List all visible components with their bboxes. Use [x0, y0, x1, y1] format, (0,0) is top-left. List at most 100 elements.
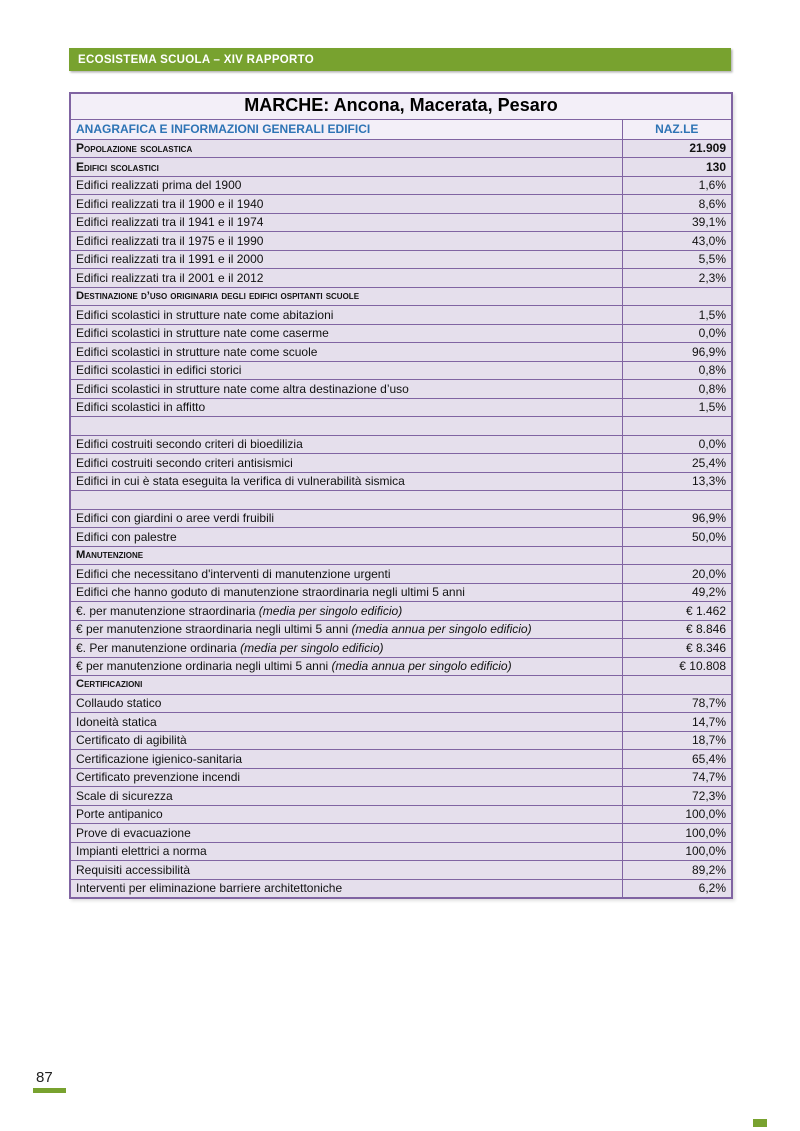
- row-value: 89,2%: [621, 860, 733, 880]
- report-header-bar: ECOSISTEMA SCUOLA – XIV RAPPORTO: [69, 48, 731, 71]
- row-value: 78,7%: [621, 693, 733, 713]
- table-row: Edifici realizzati tra il 1941 e il 1974…: [69, 212, 733, 232]
- table-row: € per manutenzione ordinaria negli ultim…: [69, 656, 733, 676]
- row-value: 50,0%: [621, 527, 733, 547]
- table-row: Certificazione igienico-sanitaria 65,4%: [69, 749, 733, 769]
- row-label: Edifici con giardini o aree verdi fruibi…: [69, 508, 623, 528]
- table-row: Requisiti accessibilità 89,2%: [69, 860, 733, 880]
- table-row: €. per manutenzione straordinaria (media…: [69, 601, 733, 621]
- row-value: 18,7%: [621, 730, 733, 750]
- row-label: Edifici realizzati prima del 1900: [69, 175, 623, 195]
- row-label: Impianti elettrici a norma: [69, 841, 623, 861]
- row-value: 96,9%: [621, 342, 733, 362]
- row-label: Certificazioni: [69, 675, 623, 695]
- row-value: 2,3%: [621, 268, 733, 288]
- table-row: Edifici costruiti secondo criteri antisi…: [69, 453, 733, 473]
- row-label: Edifici costruiti secondo criteri antisi…: [69, 453, 623, 473]
- row-label: Edifici scolastici in strutture nate com…: [69, 342, 623, 362]
- table-row: Scale di sicurezza 72,3%: [69, 786, 733, 806]
- row-label: Edifici realizzati tra il 1941 e il 1974: [69, 212, 623, 232]
- row-label: Certificato prevenzione incendi: [69, 767, 623, 787]
- table-row: Edifici costruiti secondo criteri di bio…: [69, 434, 733, 454]
- row-label: Edifici scolastici in strutture nate com…: [69, 305, 623, 325]
- row-label-italic-note: (media annua per singolo edificio): [351, 622, 532, 637]
- table-row: Edifici scolastici in strutture nate com…: [69, 342, 733, 362]
- row-value: [621, 416, 733, 436]
- table-row: € per manutenzione straordinaria negli u…: [69, 619, 733, 639]
- row-value: 0,0%: [621, 323, 733, 343]
- row-value: 100,0%: [621, 823, 733, 843]
- row-label: Edifici scolastici in strutture nate com…: [69, 379, 623, 399]
- table-row: Manutenzione: [69, 545, 733, 565]
- table-row: Edifici realizzati prima del 1900 1,6%: [69, 175, 733, 195]
- table-row: Certificato di agibilità 18,7%: [69, 730, 733, 750]
- row-value: 1,5%: [621, 397, 733, 417]
- row-label: Collaudo statico: [69, 693, 623, 713]
- table-row: Edifici realizzati tra il 1991 e il 2000…: [69, 249, 733, 269]
- table-row: [69, 416, 733, 436]
- table-row: Porte antipanico 100,0%: [69, 804, 733, 824]
- row-label: Certificato di agibilità: [69, 730, 623, 750]
- table-header-row: ANAGRAFICA E INFORMAZIONI GENERALI EDIFI…: [69, 118, 733, 140]
- table-row: Edifici scolastici 130: [69, 157, 733, 177]
- row-label: Popolazione scolastica: [69, 138, 623, 158]
- row-value: 6,2%: [621, 878, 733, 898]
- row-label: Edifici realizzati tra il 1900 e il 1940: [69, 194, 623, 214]
- row-label: Edifici scolastici in affitto: [69, 397, 623, 417]
- row-label: Certificazione igienico-sanitaria: [69, 749, 623, 769]
- row-value: 8,6%: [621, 194, 733, 214]
- table-row: Edifici realizzati tra il 1975 e il 1990…: [69, 231, 733, 251]
- row-value: 49,2%: [621, 582, 733, 602]
- row-label: € per manutenzione straordinaria negli u…: [69, 619, 623, 639]
- row-label: Destinazione d’uso originaria degli edif…: [69, 286, 623, 306]
- table-row: Edifici in cui è stata eseguita la verif…: [69, 471, 733, 491]
- row-value: 100,0%: [621, 804, 733, 824]
- row-value: € 8.346: [621, 638, 733, 658]
- row-value: [621, 286, 733, 306]
- table-title: MARCHE: Ancona, Macerata, Pesaro: [69, 92, 733, 120]
- row-label: Idoneità statica: [69, 712, 623, 732]
- table-body: Popolazione scolastica 21.909 Edifici scol…: [69, 138, 733, 898]
- table-row: Edifici scolastici in edifici storici 0,8…: [69, 360, 733, 380]
- row-value: 0,0%: [621, 434, 733, 454]
- row-label: €. Per manutenzione ordinaria (media per…: [69, 638, 623, 658]
- table-row: [69, 490, 733, 510]
- row-label: Interventi per eliminazione barriere arc…: [69, 878, 623, 898]
- row-value: 20,0%: [621, 564, 733, 584]
- row-label: Edifici in cui è stata eseguita la verif…: [69, 471, 623, 491]
- row-label: Edifici scolastici: [69, 157, 623, 177]
- row-label: Prove di evacuazione: [69, 823, 623, 843]
- row-label: Edifici realizzati tra il 2001 e il 2012: [69, 268, 623, 288]
- row-label: [69, 416, 623, 436]
- row-label-italic-note: (media per singolo edificio): [240, 640, 384, 655]
- row-label: Edifici che necessitano d'interventi di …: [69, 564, 623, 584]
- row-value: € 10.808: [621, 656, 733, 676]
- row-value: [621, 490, 733, 510]
- row-value: 13,3%: [621, 471, 733, 491]
- row-value: 21.909: [621, 138, 733, 158]
- row-label: Edifici scolastici in edifici storici: [69, 360, 623, 380]
- row-label: Edifici realizzati tra il 1975 e il 1990: [69, 231, 623, 251]
- row-value: 65,4%: [621, 749, 733, 769]
- row-label-italic-note: (media annua per singolo edificio): [331, 659, 512, 674]
- row-label: € per manutenzione ordinaria negli ultim…: [69, 656, 623, 676]
- row-label: €. per manutenzione straordinaria (media…: [69, 601, 623, 621]
- row-label: Edifici che hanno goduto di manutenzione…: [69, 582, 623, 602]
- row-label-italic-note: (media per singolo edificio): [258, 603, 403, 618]
- row-label: Requisiti accessibilità: [69, 860, 623, 880]
- row-value: 5,5%: [621, 249, 733, 269]
- row-label: [69, 490, 623, 510]
- table-row: Edifici realizzati tra il 1900 e il 1940…: [69, 194, 733, 214]
- buildings-data-table: MARCHE: Ancona, Macerata, Pesaro ANAGRAF…: [69, 92, 734, 899]
- row-value: 39,1%: [621, 212, 733, 232]
- row-label: Porte antipanico: [69, 804, 623, 824]
- table-row: Edifici scolastici in strutture nate com…: [69, 379, 733, 399]
- row-value: 1,6%: [621, 175, 733, 195]
- column-header-value: NAZ.LE: [621, 118, 733, 140]
- row-value: 0,8%: [621, 360, 733, 380]
- page-number: 87: [36, 1069, 53, 1086]
- table-row: Edifici realizzati tra il 2001 e il 2012…: [69, 268, 733, 288]
- table-row: Edifici che hanno goduto di manutenzione…: [69, 582, 733, 602]
- row-value: 0,8%: [621, 379, 733, 399]
